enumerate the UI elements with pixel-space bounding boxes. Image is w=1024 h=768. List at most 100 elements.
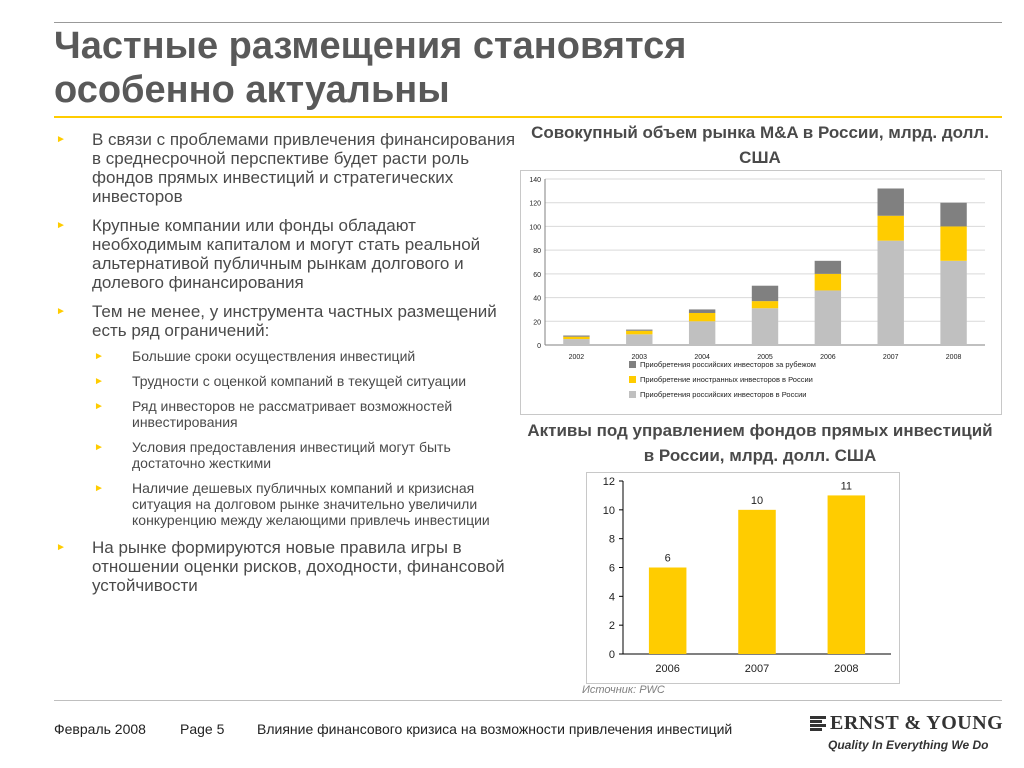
sub-bullet-text: Ряд инвесторов не рассматривает возможно… [132, 398, 453, 430]
bar-segment [751, 285, 779, 302]
bullet-arrow-icon: ► [56, 306, 66, 317]
bar [648, 567, 687, 654]
sub-bullet-text: Большие сроки осуществления инвестиций [132, 348, 416, 364]
pe-assets-chart: 0 2 4 6 8 10 12 6 2006 10 2007 11 2008 [586, 472, 900, 684]
bar-segment [940, 260, 967, 345]
x-tick-label: 2006 [820, 354, 836, 361]
ma-market-chart-svg: 0 20 40 60 80 100 120 140 2002 2003 2004 2005 2006 20… [529, 177, 985, 399]
bar-segment [688, 309, 716, 313]
x-tick-label: 2007 [883, 354, 899, 361]
x-tick-label: 2002 [569, 354, 585, 361]
bar-segment [626, 334, 653, 345]
y-tick-label: 2 [609, 620, 615, 632]
bar-segment [877, 215, 904, 241]
title-accent-rule [54, 116, 1002, 118]
y-tick-label: 20 [533, 319, 541, 326]
sub-bullet-list: ► Большие сроки осуществления инвестиций… [56, 348, 516, 528]
bullet-item: ► Крупные компании или фонды обладают не… [56, 216, 516, 292]
bar [738, 509, 776, 654]
ma-market-chart: 0 20 40 60 80 100 120 140 2002 2003 2004 2005 2006 20… [520, 170, 1002, 415]
sub-bullet-item: ► Трудности с оценкой компаний в текущей… [56, 373, 516, 389]
x-tick-label: 2004 [694, 354, 710, 361]
legend-swatch [629, 361, 636, 368]
bullet-item: ► Тем не менее, у инструмента частных ра… [56, 302, 516, 528]
bar-segment [940, 226, 967, 261]
sub-bullet-text: Условия предоставления инвестиций могут … [132, 439, 451, 471]
data-label: 11 [841, 480, 852, 492]
legend-label: Приобретение иностранных инвесторов в Ро… [640, 375, 813, 384]
sub-bullet-item: ► Наличие дешевых публичных компаний и к… [56, 480, 516, 528]
pe-assets-chart-svg: 0 2 4 6 8 10 12 6 2006 10 2007 11 2008 [603, 476, 891, 675]
legend-label: Приобретения российских инвесторов в Рос… [640, 390, 806, 399]
bullet-arrow-icon: ► [94, 351, 104, 362]
y-tick-label: 140 [529, 177, 541, 184]
bullet-text: На рынке формируются новые правила игры … [92, 538, 505, 595]
bullet-arrow-icon: ► [56, 134, 66, 145]
bar-segment [563, 335, 590, 337]
y-tick-label: 120 [529, 201, 541, 208]
bar-segment [563, 336, 590, 340]
sub-bullet-text: Трудности с оценкой компаний в текущей с… [132, 373, 467, 389]
page-title-line-2: особенно актуальны [54, 69, 450, 111]
y-tick-label: 12 [603, 476, 615, 488]
bullet-arrow-icon: ► [56, 542, 66, 553]
bar-segment [751, 301, 779, 309]
logo-bars-icon [810, 716, 826, 732]
bullet-arrow-icon: ► [94, 376, 104, 387]
y-tick-label: 4 [609, 591, 615, 603]
sub-bullet-text: Наличие дешевых публичных компаний и кри… [132, 480, 490, 528]
source-note: Источник: PWC [582, 684, 665, 696]
data-label: 10 [751, 495, 763, 507]
bullet-text: В связи с проблемами привлечения финанси… [92, 130, 516, 206]
legend-label: Приобретения российских инвесторов за ру… [640, 360, 816, 369]
y-tick-label: 60 [533, 272, 541, 279]
pe-chart-title: Активы под управлением фондов прямых инв… [527, 421, 993, 465]
bullet-arrow-icon: ► [94, 442, 104, 453]
x-tick-label: 2008 [834, 663, 858, 675]
y-tick-label: 100 [529, 224, 541, 231]
y-tick-label: 8 [609, 534, 615, 546]
data-label: 6 [665, 553, 671, 565]
logo-name: ERNST & YOUNG [830, 712, 1004, 734]
y-tick-label: 40 [533, 296, 541, 303]
bullet-text: Крупные компании или фонды обладают необ… [92, 216, 481, 292]
sub-bullet-item: ► Большие сроки осуществления инвестиций [56, 348, 516, 364]
ernst-young-logo: ERNST & YOUNG Quality In Everything We D… [808, 712, 1004, 756]
bar-segment [563, 339, 590, 345]
bullet-item: ► В связи с проблемами привлечения финан… [56, 130, 516, 206]
bar-segment [751, 308, 779, 345]
sub-bullet-item: ► Ряд инвесторов не рассматривает возмож… [56, 398, 516, 430]
footer-page-number: Page 5 [180, 721, 225, 737]
y-tick-label: 80 [533, 248, 541, 255]
bar-segment [688, 321, 716, 345]
x-tick-label: 2008 [946, 354, 962, 361]
sub-bullet-item: ► Условия предоставления инвестиций могу… [56, 439, 516, 471]
bar-segment [814, 260, 842, 274]
page-title: Частные размещения становятся особенно а… [54, 24, 994, 112]
bullet-arrow-icon: ► [94, 401, 104, 412]
y-tick-label: 0 [537, 343, 541, 350]
bullet-arrow-icon: ► [56, 220, 66, 231]
y-tick-label: 10 [603, 505, 615, 517]
bullet-list: ► В связи с проблемами привлечения финан… [56, 130, 516, 605]
page-title-line-1: Частные размещения становятся [54, 25, 687, 67]
y-tick-label: 6 [609, 563, 615, 575]
footer-divider [54, 700, 1002, 701]
bullet-text: Тем не менее, у инструмента частных разм… [92, 302, 497, 340]
bar-segment [940, 202, 967, 227]
bar-segment [877, 240, 904, 345]
bar-segment [626, 329, 653, 331]
x-tick-label: 2007 [745, 663, 769, 675]
logo-tagline: Quality In Everything We Do [828, 738, 989, 752]
bullet-arrow-icon: ► [94, 483, 104, 494]
x-tick-label: 2006 [655, 663, 679, 675]
legend-swatch [629, 391, 636, 398]
footer-description: Влияние финансового кризиса на возможнос… [257, 721, 733, 737]
bullet-item: ► На рынке формируются новые правила игр… [56, 538, 516, 595]
x-tick-label: 2003 [631, 354, 647, 361]
top-divider [54, 22, 1002, 23]
bar-segment [814, 290, 842, 345]
x-tick-label: 2005 [757, 354, 773, 361]
bar-segment [688, 312, 716, 322]
legend-swatch [629, 376, 636, 383]
